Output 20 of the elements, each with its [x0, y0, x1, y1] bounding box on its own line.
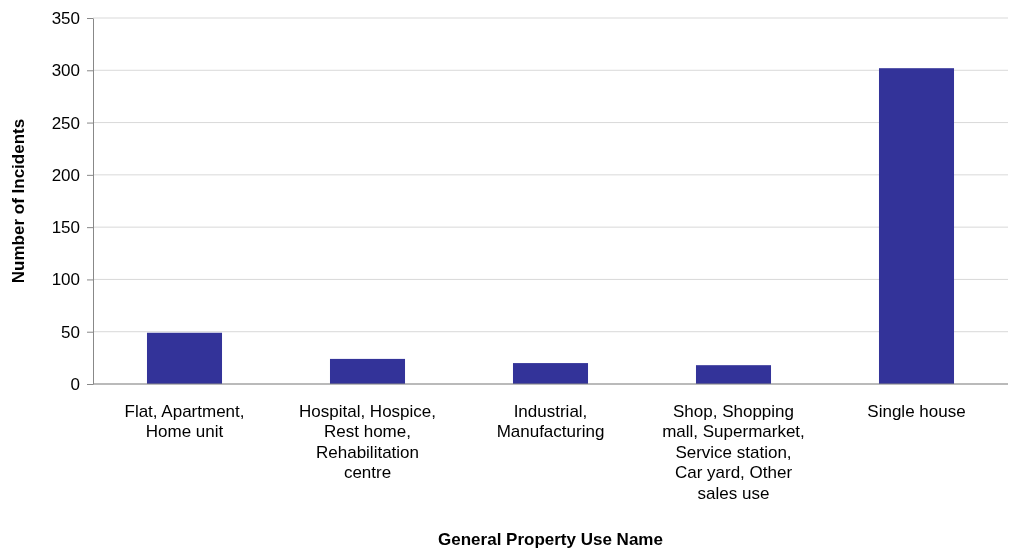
y-tick-label: 50 — [61, 322, 80, 342]
x-tick-label: Hospital, Hospice, Rest home, Rehabilitation centre — [298, 402, 437, 483]
x-tick-label: Flat, Apartment, Home unit — [124, 402, 245, 442]
y-tick-label: 350 — [51, 8, 80, 28]
y-tick-label: 150 — [51, 218, 80, 238]
bar — [878, 68, 955, 384]
bar — [146, 332, 223, 384]
y-tick-label: 200 — [51, 165, 80, 185]
x-axis-title: General Property Use Name — [438, 530, 663, 549]
bar — [695, 365, 772, 384]
y-tick-label: 100 — [51, 270, 80, 290]
y-axis-title: Number of Incidents — [9, 118, 28, 284]
y-tick-label: 300 — [51, 61, 80, 81]
x-tick-label: Industrial, Manufacturing — [496, 402, 605, 442]
y-tick-label: 0 — [70, 374, 80, 394]
x-tick-label: Shop, Shopping mall, Supermarket, Service station, Car yard, Other sales use — [662, 402, 805, 503]
bar — [329, 358, 406, 384]
bar — [512, 363, 589, 384]
y-tick-label: 250 — [51, 113, 80, 133]
x-tick-label: Single house — [867, 402, 966, 421]
